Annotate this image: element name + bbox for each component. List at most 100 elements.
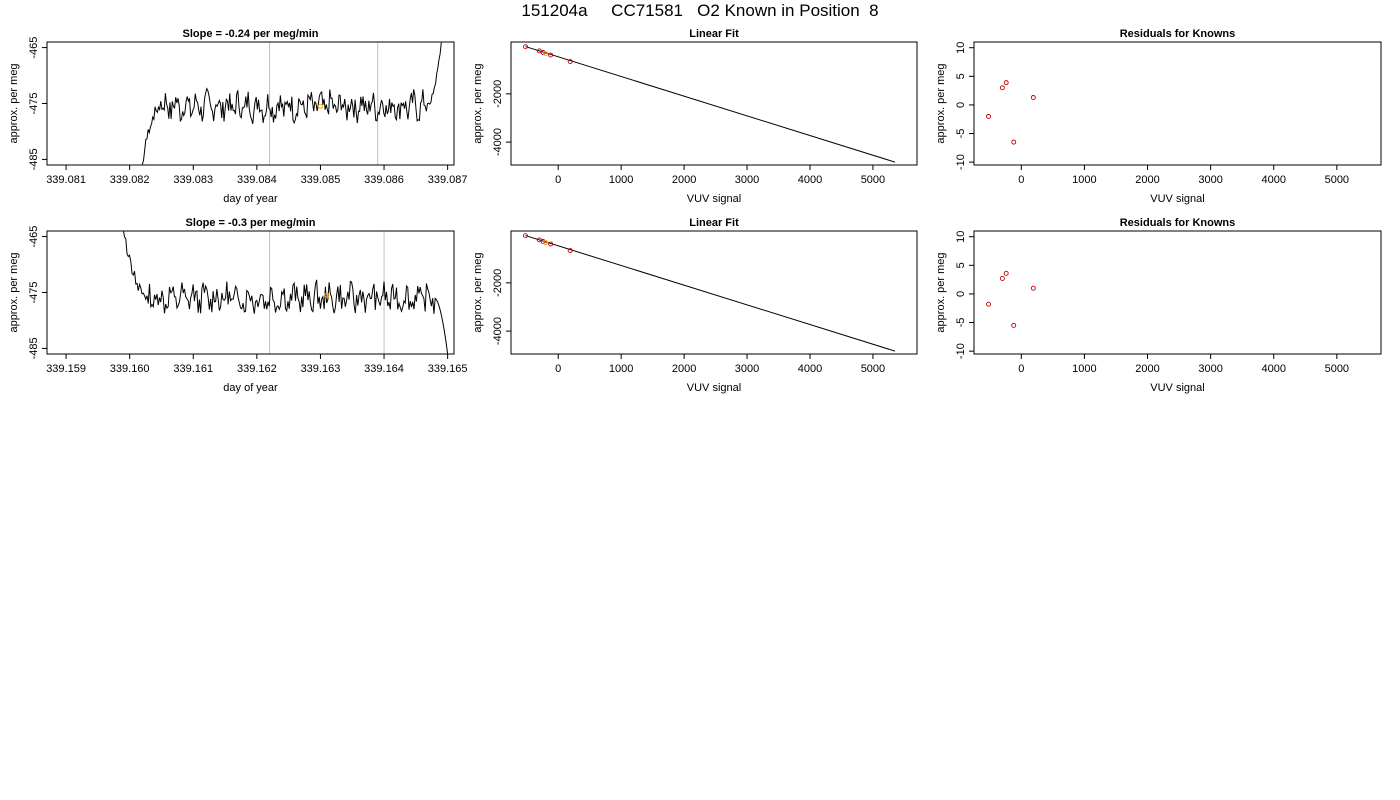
data-point <box>1011 139 1017 145</box>
x-tick-label: 339.159 <box>46 363 86 375</box>
series-line <box>141 42 442 165</box>
x-axis-label: VUV signal <box>687 193 741 205</box>
y-tick-label: -485 <box>28 148 40 170</box>
plot-frame <box>46 41 455 166</box>
figure-title: 151204a CC71581 O2 Known in Position 8 <box>521 1 879 20</box>
series-line <box>122 231 449 354</box>
y-tick-label: 5 <box>955 73 967 79</box>
data-point <box>567 248 573 253</box>
panel-row2-timeseries: Slope = -0.3 per meg/min 339.159 339.160 33… <box>8 217 468 394</box>
panel-title: Linear Fit <box>689 28 739 40</box>
y-tick-label: -2000 <box>492 269 504 297</box>
y-axis-label: approx. per meg <box>935 252 947 332</box>
plot-frame <box>46 230 455 355</box>
y-tick-label: -465 <box>28 37 40 59</box>
x-axis-label: day of year <box>223 382 278 394</box>
y-tick-label: -465 <box>28 226 40 248</box>
data-point <box>548 241 554 247</box>
data-point <box>986 301 991 307</box>
y-tick-label: 10 <box>955 231 967 243</box>
x-axis-label: VUV signal <box>1150 382 1204 394</box>
x-tick-label: 3000 <box>1198 363 1222 375</box>
x-axis-label: VUV signal <box>687 382 741 394</box>
y-tick-label: 5 <box>955 262 967 268</box>
y-axis-label: approx. per meg <box>8 252 20 332</box>
plot-area <box>523 233 896 352</box>
data-point <box>999 85 1005 91</box>
data-point <box>1030 285 1036 291</box>
y-axis-label: approx. per meg <box>935 63 947 143</box>
x-tick-label: 0 <box>555 363 561 375</box>
x-tick-label: 4000 <box>798 174 822 186</box>
x-tick-label: 4000 <box>1261 174 1285 186</box>
highlight-point <box>317 103 323 109</box>
plot-frame <box>973 230 1382 355</box>
x-tick-label: 339.085 <box>301 174 341 186</box>
data-point <box>540 50 546 55</box>
x-tick-label: 4000 <box>1261 363 1285 375</box>
plot-area <box>523 44 896 163</box>
y-tick-label: -4000 <box>492 317 504 345</box>
data-point <box>540 239 546 244</box>
highlight-point <box>543 240 549 246</box>
x-tick-label: 339.087 <box>428 174 468 186</box>
y-tick-label: -10 <box>955 154 967 170</box>
x-tick-label: 2000 <box>1135 174 1159 186</box>
y-tick-label: 10 <box>955 42 967 54</box>
x-tick-label: 339.084 <box>237 174 277 186</box>
x-tick-label: 3000 <box>735 363 759 375</box>
y-tick-label: -5 <box>955 129 967 139</box>
x-tick-label: 339.164 <box>364 363 404 375</box>
x-tick-label: 5000 <box>861 363 885 375</box>
x-tick-label: 1000 <box>1072 363 1096 375</box>
panel-row1-fit: Linear Fit 0 1000 2000 3000 4000 5000 VUV signa… <box>472 28 918 205</box>
x-tick-label: 5000 <box>861 174 885 186</box>
x-tick-label: 1000 <box>609 174 633 186</box>
panel-title: Residuals for Knowns <box>1120 28 1236 40</box>
data-point <box>1003 80 1009 86</box>
y-tick-label: -485 <box>28 337 40 359</box>
x-tick-label: 5000 <box>1325 174 1349 186</box>
y-axis-label: approx. per meg <box>8 63 20 143</box>
panel-row1-timeseries: Slope = -0.24 per meg/min 339.081 339.082 3… <box>8 28 468 205</box>
y-tick-label: -475 <box>28 281 40 303</box>
x-tick-label: 339.083 <box>173 174 213 186</box>
data-point <box>567 59 573 64</box>
y-tick-label: 0 <box>955 291 967 297</box>
panel-row2-fit: Linear Fit 0 1000 2000 3000 4000 5000 VUV signa… <box>472 217 918 394</box>
x-tick-label: 339.162 <box>237 363 277 375</box>
x-tick-label: 339.160 <box>110 363 150 375</box>
x-tick-label: 1000 <box>609 363 633 375</box>
fit-line <box>525 235 896 352</box>
fit-line <box>525 46 896 163</box>
plot-frame <box>973 41 1382 166</box>
data-point <box>523 233 528 239</box>
x-tick-label: 339.086 <box>364 174 404 186</box>
x-tick-label: 339.161 <box>173 363 213 375</box>
panel-title: Residuals for Knowns <box>1120 217 1236 229</box>
x-tick-label: 2000 <box>672 363 696 375</box>
y-tick-label: -2000 <box>492 80 504 108</box>
plot-area <box>122 231 449 354</box>
y-tick-label: -4000 <box>492 128 504 156</box>
plot-area <box>141 42 442 165</box>
y-axis-label: approx. per meg <box>472 63 484 143</box>
panel-title: Linear Fit <box>689 217 739 229</box>
panel-title: Slope = -0.3 per meg/min <box>186 217 316 229</box>
y-tick-label: -5 <box>955 318 967 328</box>
y-tick-label: -475 <box>28 92 40 114</box>
x-axis-label: day of year <box>223 193 278 205</box>
x-tick-label: 5000 <box>1325 363 1349 375</box>
highlight-point <box>543 51 549 57</box>
panel-row1-residuals: Residuals for Knowns 0 1000 2000 3000 4000 500… <box>935 28 1382 205</box>
x-tick-label: 0 <box>1018 363 1024 375</box>
x-tick-label: 2000 <box>672 174 696 186</box>
data-point <box>523 44 528 50</box>
y-axis-label: approx. per meg <box>472 252 484 332</box>
y-tick-label: 0 <box>955 102 967 108</box>
x-tick-label: 3000 <box>1198 174 1222 186</box>
x-tick-label: 0 <box>555 174 561 186</box>
panel-title: Slope = -0.24 per meg/min <box>182 28 318 40</box>
x-axis-label: VUV signal <box>1150 193 1204 205</box>
